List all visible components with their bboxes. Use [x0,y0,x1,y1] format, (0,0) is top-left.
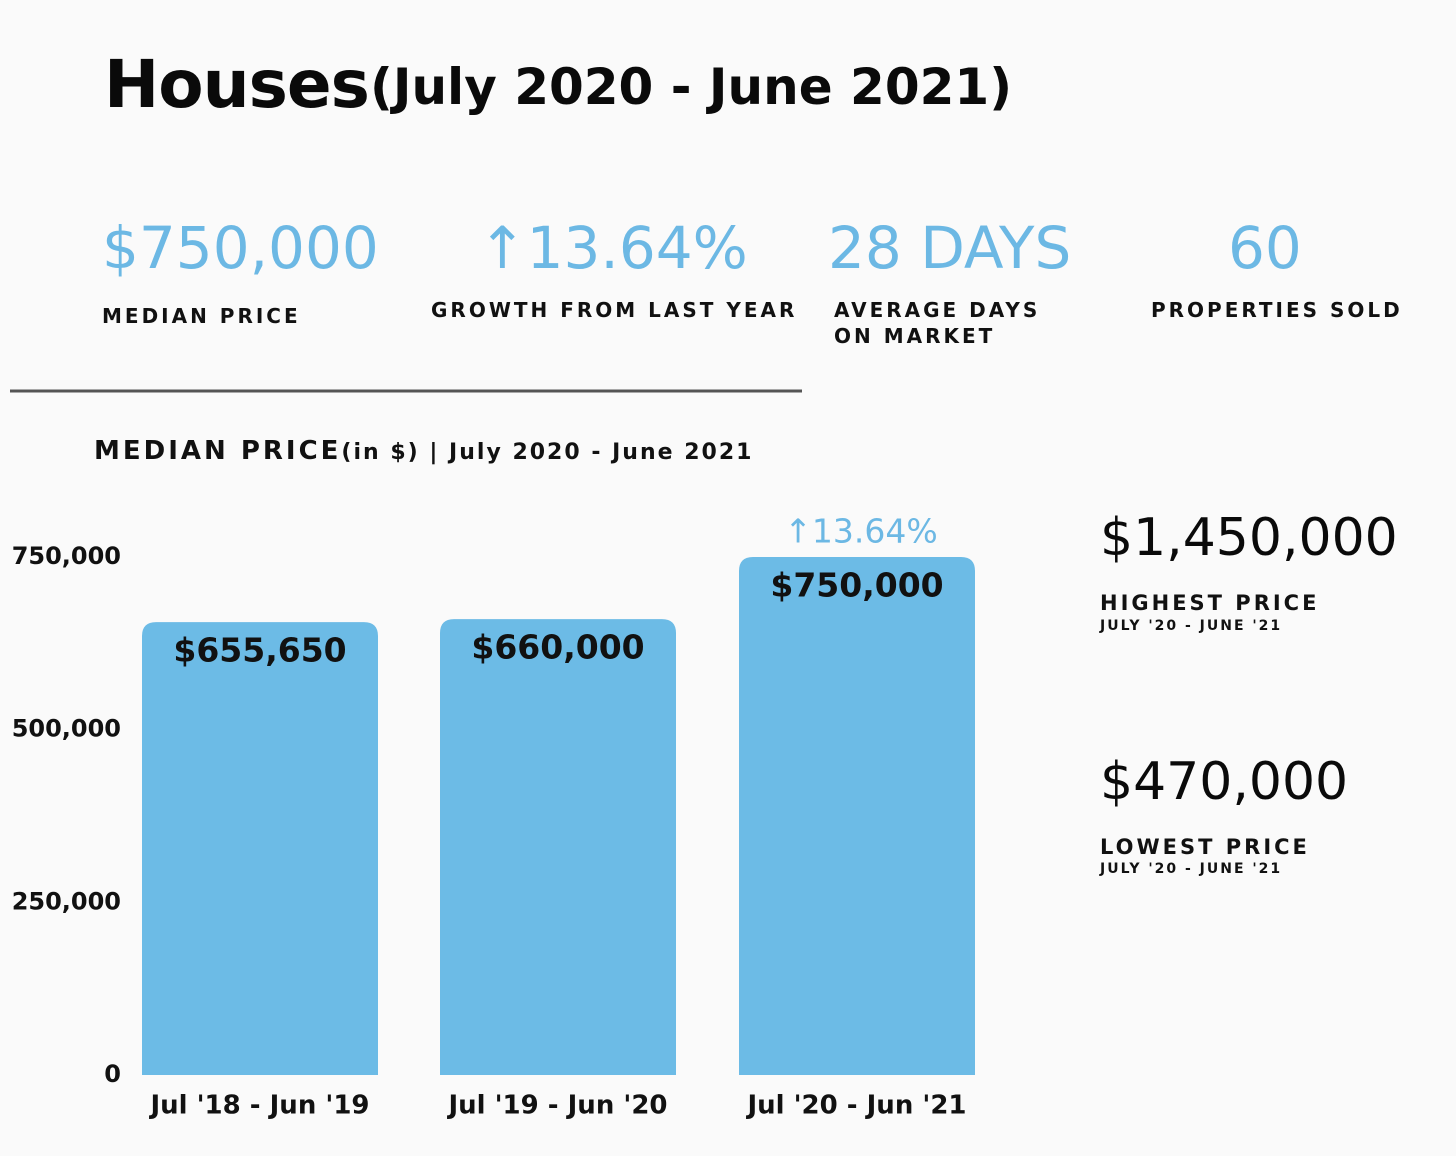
side-value: $1,450,000 [1100,508,1398,568]
bar [142,622,378,1075]
annotation: ↑13.64% [784,512,937,551]
title: Houses [104,46,370,123]
value-label: $750,000 [770,566,943,605]
side-period: JULY '20 - JUNE '21 [1100,618,1283,634]
chart-title-wrap: MEDIAN PRICE(in $) | July 2020 - June 20… [94,436,753,466]
stat-value: 28 DAYS [828,214,1072,282]
y-tick-label: 500,000 [12,715,121,743]
stat-value: $750,000 [102,214,379,282]
bar [739,557,975,1075]
x-tick-label: Jul '19 - Jun '20 [446,1091,667,1121]
value-label: $660,000 [471,628,644,667]
stat-value: ↑13.64% [478,214,748,282]
chart-title: MEDIAN PRICE [94,436,342,466]
x-tick-label: Jul '20 - Jun '21 [745,1091,966,1121]
side-label: HIGHEST PRICE [1100,591,1320,615]
chart-subtitle: (in $) | July 2020 - June 2021 [341,440,754,465]
stat-label: AVERAGE DAYS ON MARKET [834,298,1041,348]
side-label: LOWEST PRICE [1100,835,1310,859]
y-tick-label: 0 [104,1060,121,1088]
x-tick-label: Jul '18 - Jun '19 [148,1091,369,1121]
subtitle: (July 2020 - June 2021) [370,58,1013,116]
side-value: $470,000 [1100,752,1349,812]
stat-label: PROPERTIES SOLD [1151,298,1403,322]
stat-value: 60 [1228,214,1302,282]
y-tick-label: 250,000 [12,887,121,915]
bar [440,619,676,1075]
value-label: $655,650 [173,631,346,670]
side-period: JULY '20 - JUNE '21 [1100,861,1283,877]
stat-label: MEDIAN PRICE [102,304,301,328]
y-tick-label: 750,000 [12,542,121,570]
stat-label: GROWTH FROM LAST YEAR [431,298,798,322]
